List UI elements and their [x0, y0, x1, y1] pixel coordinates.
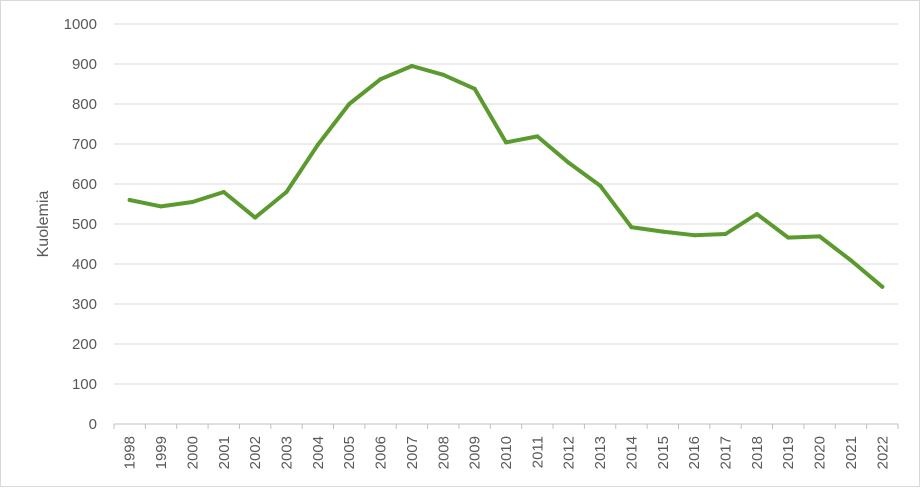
data-point [409, 64, 414, 68]
x-tick-label: 2014 [623, 436, 640, 469]
data-point [315, 142, 320, 147]
y-tick-label: 800 [72, 96, 97, 113]
gridlines [113, 23, 899, 429]
data-point [786, 235, 791, 240]
data-point [441, 72, 446, 77]
data-point [221, 190, 226, 194]
x-tick-label: 2019 [780, 436, 797, 469]
data-point [535, 134, 540, 139]
y-tick-label: 300 [72, 296, 97, 313]
x-tick-label: 2018 [749, 436, 766, 469]
data-point [378, 77, 383, 82]
x-tick-label: 2010 [498, 436, 515, 469]
y-tick-label: 700 [72, 136, 97, 153]
y-tick-label: 500 [72, 216, 97, 233]
data-point [127, 198, 132, 202]
x-tick-label: 2011 [529, 436, 546, 468]
y-tick-label: 0 [89, 416, 97, 433]
x-tick-label: 2001 [216, 436, 233, 469]
x-tick-label: 2005 [341, 436, 358, 469]
x-tick-label: 2007 [404, 436, 421, 469]
x-tick-label: 2012 [561, 436, 578, 469]
y-tick-label: 1000 [64, 16, 97, 33]
series-line [127, 64, 885, 289]
x-tick-label: 2020 [812, 436, 829, 469]
data-point [190, 200, 195, 204]
y-tick-label: 100 [72, 376, 97, 393]
data-point [159, 204, 164, 209]
x-tick-label: 2013 [592, 436, 609, 469]
x-tick-label: 2017 [718, 436, 735, 469]
x-tick-label: 2006 [373, 436, 390, 469]
x-tick-label: 2003 [278, 436, 295, 469]
data-point [692, 233, 697, 238]
data-point [504, 140, 508, 145]
y-tick-label: 400 [72, 256, 97, 273]
x-axis-tick-labels: 1998 1999 2000 2001 2002 2003 2004 2005 2006 2007… [122, 436, 892, 469]
x-tick-label: 2009 [467, 436, 484, 469]
x-tick-label: 1998 [122, 436, 139, 469]
y-axis-tick-labels: 0 100 200 300 400 500 600 700 800 900 1000 [64, 16, 97, 433]
x-tick-label: 2022 [874, 436, 891, 469]
x-tick-label: 2000 [184, 436, 201, 469]
data-point [660, 229, 665, 234]
data-point [284, 190, 289, 194]
data-point [754, 212, 759, 216]
x-tick-label: 2016 [686, 436, 703, 469]
y-tick-label: 600 [72, 176, 97, 193]
data-point [253, 215, 258, 220]
x-tick-label: 2002 [247, 436, 264, 469]
x-tick-label: 2015 [655, 436, 672, 469]
series-layer [127, 64, 885, 289]
x-tick-label: 2008 [435, 436, 452, 469]
data-point [880, 284, 885, 289]
x-tick-label: 1999 [153, 436, 170, 469]
data-point [598, 183, 603, 188]
data-point [347, 102, 352, 106]
x-tick-label: 2021 [843, 436, 860, 469]
data-point [566, 160, 571, 165]
data-point [472, 86, 477, 91]
y-tick-label: 900 [72, 56, 97, 73]
data-point [629, 225, 634, 230]
data-point [817, 234, 822, 239]
data-point [723, 232, 728, 236]
data-point [848, 258, 853, 263]
x-tick-label: 2004 [310, 436, 327, 469]
y-axis-title: Kuolemia [35, 191, 52, 258]
y-tick-label: 200 [72, 336, 97, 353]
